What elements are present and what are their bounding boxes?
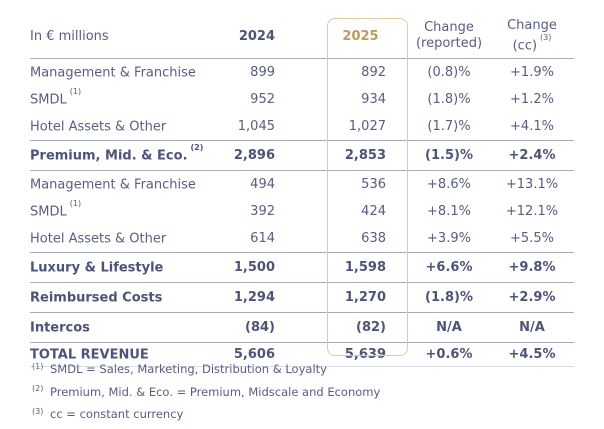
change-reported-line2: (reported) [415,36,483,51]
table-row-management-franchise-pme: Management & Franchise 899 892 (0.8)% +1… [30,59,574,86]
change-cc: +2.9% [508,290,556,305]
table-row-management-franchise-ll: Management & Franchise 494 536 +8.6% +13… [30,171,574,198]
change-cc: N/A [519,320,545,335]
change-reported: (1.5)% [425,148,473,163]
column-header-2025: 2025 [342,28,379,44]
row-label: TOTAL REVENUE [30,347,149,363]
row-label: Management & Franchise [30,177,196,193]
table-row-luxury-lifestyle-total: Luxury & Lifestyle 1,500 1,598 +6.6% +9.… [30,253,574,283]
table-row-hotel-assets-ll: Hotel Assets & Other 614 638 +3.9% +5.5% [30,225,574,253]
row-label: Management & Franchise [30,65,196,81]
footnote-1-text: SMDL = Sales, Marketing, Distribution & … [50,362,327,377]
footnote-2: (2) Premium, Mid. & Eco. = Premium, Mids… [32,381,572,404]
footnote-3-marker: (3) [32,406,44,416]
footnote-1-marker: (1) [32,361,44,371]
value-2025: (82) [356,320,386,335]
footnote-ref-2: (2) [190,143,204,153]
change-reported: +6.6% [425,260,473,275]
row-label: Intercos [30,320,90,336]
table-row-total-revenue: TOTAL REVENUE 5,606 5,639 +0.6% +4.5% [30,343,574,367]
change-cc: +13.1% [505,177,559,192]
change-cc: +4.1% [510,119,554,134]
value-2024: 494 [250,177,275,192]
value-2025: 892 [361,65,386,80]
table-header-row: In € millions 2024 2025 Change (reported… [30,14,574,59]
change-reported: +8.1% [427,204,471,219]
footnote-ref-3: (3) [540,32,552,42]
value-2024: 614 [250,231,275,246]
footnote-ref-1: (1) [69,199,82,209]
change-cc: +5.5% [510,231,554,246]
value-2024: (84) [245,320,275,335]
change-reported-line1: Change [424,20,474,35]
change-reported: (1.8)% [427,92,471,107]
table-row-reimbursed-costs: Reimbursed Costs 1,294 1,270 (1.8)% +2.9… [30,283,574,313]
change-cc-line1: Change [507,17,557,33]
value-2025: 424 [361,204,386,219]
column-header-change-cc: Change (cc)(3) [490,18,574,54]
value-2024: 2,896 [233,148,275,163]
change-reported: (0.8)% [427,65,471,80]
row-label: SMDL(1) [30,199,82,220]
change-cc: +2.4% [508,148,556,163]
change-cc-line2: (cc)(3) [512,32,552,54]
value-2024: 899 [250,65,275,80]
footnote-3: (3) cc = constant currency [32,403,572,426]
change-reported: (1.7)% [427,119,471,134]
value-2024: 392 [250,204,275,219]
change-cc: +4.5% [508,347,556,362]
value-2025: 1,027 [348,119,386,134]
row-label: Luxury & Lifestyle [30,260,164,276]
footnote-ref-1: (1) [69,87,82,97]
footnote-2-text: Premium, Mid. & Eco. = Premium, Midscale… [50,384,381,399]
change-cc: +9.8% [508,260,556,275]
footnotes: (1) SMDL = Sales, Marketing, Distributio… [32,358,572,426]
value-2024: 952 [250,92,275,107]
value-2025: 536 [361,177,386,192]
value-2025: 2,853 [344,148,386,163]
value-2024: 1,500 [233,260,275,275]
change-reported: (1.8)% [425,290,473,305]
table-row-hotel-assets-pme: Hotel Assets & Other 1,045 1,027 (1.7)% … [30,113,574,141]
row-label: SMDL(1) [30,87,82,108]
table-row-smdl-pme: SMDL(1) 952 934 (1.8)% +1.2% [30,86,574,113]
footnote-1: (1) SMDL = Sales, Marketing, Distributio… [32,358,572,381]
change-cc: +1.2% [510,92,554,107]
value-2025: 638 [361,231,386,246]
value-2025: 934 [361,92,386,107]
column-header-unit: In € millions [30,28,109,44]
table-row-premium-mid-eco-total: Premium, Mid. & Eco.(2) 2,896 2,853 (1.5… [30,141,574,171]
change-cc: +1.9% [510,65,554,80]
change-reported: +0.6% [425,347,473,362]
change-reported: +8.6% [427,177,471,192]
value-2024: 1,045 [237,119,275,134]
value-2024: 5,606 [233,347,275,362]
row-label: Hotel Assets & Other [30,119,167,135]
value-2025: 5,639 [344,347,386,362]
value-2024: 1,294 [233,290,275,305]
column-header-2024: 2024 [238,28,275,44]
change-cc: +12.1% [505,204,559,219]
footnote-2-marker: (2) [32,384,44,394]
table-row-smdl-ll: SMDL(1) 392 424 +8.1% +12.1% [30,198,574,225]
revenue-table: In € millions 2024 2025 Change (reported… [30,14,574,367]
row-label: Premium, Mid. & Eco.(2) [30,143,204,164]
change-reported: +3.9% [427,231,471,246]
table-row-intercos: Intercos (84) (82) N/A N/A [30,313,574,343]
change-reported: N/A [436,320,462,335]
row-label: Reimbursed Costs [30,290,163,306]
row-label: Hotel Assets & Other [30,231,167,247]
column-header-change-reported: Change (reported) [408,20,490,52]
value-2025: 1,270 [344,290,386,305]
value-2025: 1,598 [344,260,386,275]
footnote-3-text: cc = constant currency [50,407,184,422]
